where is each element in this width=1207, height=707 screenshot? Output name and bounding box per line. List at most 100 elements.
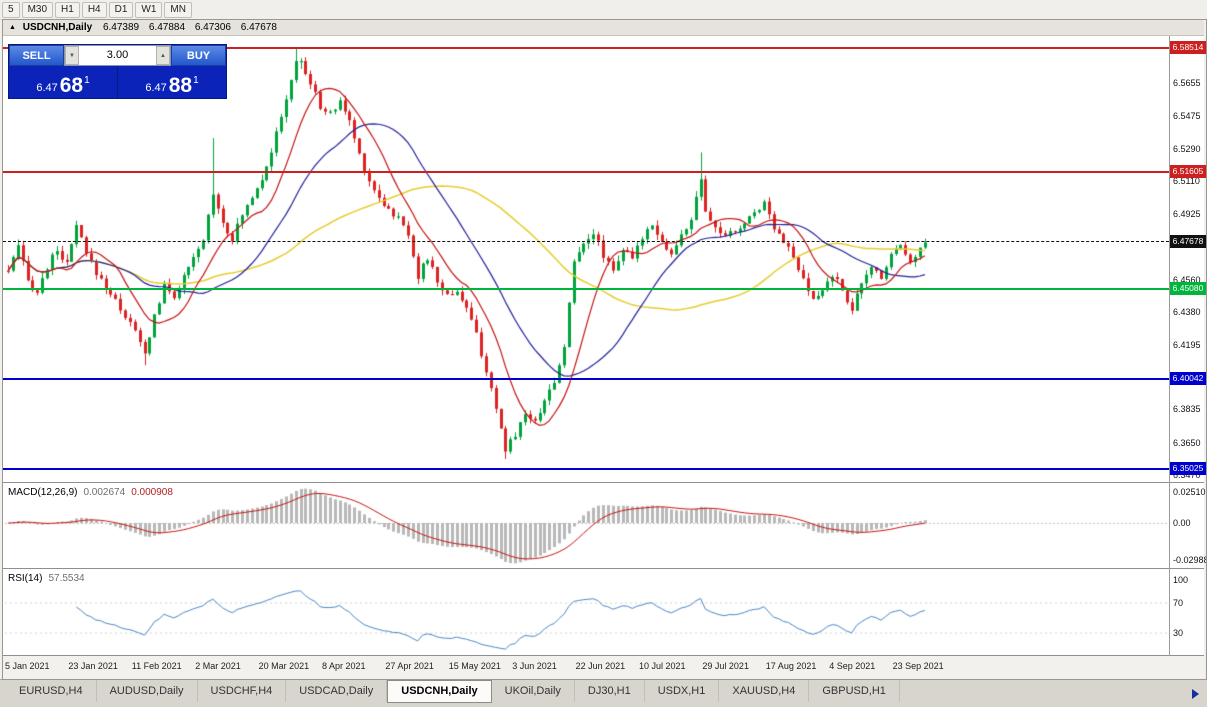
macd-value-2: 0.000908 xyxy=(131,487,173,498)
time-axis-strip xyxy=(3,656,1204,678)
buy-price-quote[interactable]: 6.47 88 1 xyxy=(118,66,226,98)
time-axis-label: 20 Mar 2021 xyxy=(258,661,310,671)
price-level-line-resistance[interactable] xyxy=(3,47,1169,50)
rsi-value: 57.5534 xyxy=(48,573,85,584)
chart-tab-usdcnh[interactable]: USDCNH,Daily xyxy=(387,680,492,703)
time-axis-label: 17 Aug 2021 xyxy=(765,661,817,671)
time-axis-label: 22 Jun 2021 xyxy=(575,661,626,671)
buy-price-small: 6.47 xyxy=(145,82,167,94)
chart-tab-eurusd[interactable]: EURUSD,H4 xyxy=(6,680,97,702)
rsi-indicator-canvas[interactable] xyxy=(5,569,1169,654)
time-axis-label: 23 Jan 2021 xyxy=(68,661,118,671)
trade-panel-quotes: 6.47 68 1 6.47 88 1 xyxy=(9,66,226,98)
volume-value[interactable]: 3.00 xyxy=(106,49,129,61)
chart-tab-ukoil[interactable]: UKOil,Daily xyxy=(492,680,575,702)
rsi-indicator-label: RSI(14) 57.5534 xyxy=(8,573,85,584)
price-level-line-support[interactable] xyxy=(3,468,1169,470)
price-axis-tick: 6.4380 xyxy=(1173,306,1201,317)
macd-indicator-label: MACD(12,26,9) 0.002674 0.000908 xyxy=(8,487,173,498)
caption-symbol: USDCNH,Daily xyxy=(22,22,93,33)
macd-value-1: 0.002674 xyxy=(83,487,126,498)
macd-axis-label: 0.02510 xyxy=(1173,486,1206,497)
chart-tab-audusd[interactable]: AUDUSD,Daily xyxy=(97,680,198,702)
buy-button[interactable]: BUY xyxy=(171,45,226,66)
price-level-line-support[interactable] xyxy=(3,378,1169,381)
one-click-trading-panel: SELL ▼ 3.00 ▲ BUY 6.47 68 1 6.47 88 1 xyxy=(8,44,227,99)
time-axis-label: 5 Jan 2021 xyxy=(5,661,50,671)
sell-price-small: 6.47 xyxy=(36,82,58,94)
price-axis-tick: 6.5655 xyxy=(1173,78,1201,89)
price-level-line-support[interactable] xyxy=(3,287,1169,290)
caption-close: 6.47678 xyxy=(240,22,277,33)
chart-tab-bar: EURUSD,H4 AUDUSD,Daily USDCHF,H4 USDCAD,Dai… xyxy=(0,679,1207,707)
caption-low: 6.47306 xyxy=(194,22,231,33)
sell-button[interactable]: SELL xyxy=(9,45,64,66)
price-axis-tick: 6.4925 xyxy=(1173,209,1201,220)
timeframe-button-mn[interactable]: MN xyxy=(164,1,192,18)
macd-axis-label: -0.02988 xyxy=(1173,554,1207,565)
price-level-tag: 6.51605 xyxy=(1170,165,1206,179)
price-chart-canvas[interactable] xyxy=(5,36,1169,482)
time-axis-label: 27 Apr 2021 xyxy=(385,661,434,671)
time-axis-label: 15 May 2021 xyxy=(448,661,501,671)
price-axis-separator xyxy=(1169,36,1170,656)
price-axis-tick: 6.5475 xyxy=(1173,110,1201,121)
timeframe-button-m30[interactable]: M30 xyxy=(21,1,54,18)
pane-divider[interactable] xyxy=(3,482,1204,483)
rsi-axis-label: 30 xyxy=(1173,627,1184,638)
rsi-axis-label: 70 xyxy=(1173,597,1184,608)
chart-tab-usdcad[interactable]: USDCAD,Daily xyxy=(286,680,388,702)
price-axis-tick: 6.5110 xyxy=(1173,176,1200,187)
caption-high: 6.47884 xyxy=(148,22,186,33)
collapse-icon[interactable]: ▲ xyxy=(9,24,16,31)
pane-divider xyxy=(3,655,1204,656)
time-axis-label: 11 Feb 2021 xyxy=(131,661,182,671)
price-level-line-current-price[interactable] xyxy=(3,241,1169,243)
price-level-tag: 6.47678 xyxy=(1170,235,1206,249)
time-axis-label: 8 Apr 2021 xyxy=(322,661,366,671)
rsi-axis-label: 100 xyxy=(1173,575,1189,585)
chart-tab-usdchf[interactable]: USDCHF,H4 xyxy=(198,680,287,702)
volume-input[interactable]: ▼ 3.00 ▲ xyxy=(64,45,171,66)
caption-open: 6.47389 xyxy=(102,22,140,33)
timeframe-button-w1[interactable]: W1 xyxy=(135,1,163,18)
timeframe-button-5[interactable]: 5 xyxy=(2,1,20,18)
timeframe-button-h4[interactable]: H4 xyxy=(81,1,107,18)
time-axis-label: 29 Jul 2021 xyxy=(702,661,749,671)
price-level-line-resistance[interactable] xyxy=(3,171,1169,174)
time-axis-label: 4 Sep 2021 xyxy=(829,661,876,671)
price-level-tag: 6.58514 xyxy=(1170,41,1206,55)
buy-price-big: 88 xyxy=(168,74,193,97)
chart-tab-usdx[interactable]: USDX,H1 xyxy=(645,680,720,702)
macd-indicator-canvas[interactable] xyxy=(5,483,1169,567)
chart-tab-xauusd[interactable]: XAUUSD,H4 xyxy=(719,680,810,702)
timeframe-button-h1[interactable]: H1 xyxy=(55,1,80,18)
buy-price-sup: 1 xyxy=(193,75,199,86)
sell-price-sup: 1 xyxy=(84,75,90,86)
price-axis-tick: 6.4560 xyxy=(1173,274,1201,285)
price-axis-tick: 6.3835 xyxy=(1173,404,1201,415)
time-axis-label: 10 Jul 2021 xyxy=(639,661,686,671)
chart-tab-gbpusd[interactable]: GBPUSD,H1 xyxy=(809,680,900,702)
trade-panel-controls: SELL ▼ 3.00 ▲ BUY xyxy=(9,45,226,66)
price-axis-tick: 6.5290 xyxy=(1173,143,1201,154)
sell-price-quote[interactable]: 6.47 68 1 xyxy=(9,66,118,98)
time-axis-label: 3 Jun 2021 xyxy=(512,661,557,671)
pane-divider[interactable] xyxy=(3,568,1204,569)
price-level-tag: 6.45080 xyxy=(1170,281,1206,295)
macd-title: MACD(12,26,9) xyxy=(8,487,78,498)
volume-increase-icon[interactable]: ▲ xyxy=(156,46,170,65)
chart-caption-bar: ▲ USDCNH,Daily 6.47389 6.47884 6.47306 6… xyxy=(3,20,1204,36)
timeframe-toolbar: 5 M30 H1 H4 D1 W1 MN xyxy=(0,0,1207,20)
macd-axis-label: 0.00 xyxy=(1173,518,1191,528)
price-axis-tick: 6.3650 xyxy=(1173,437,1201,448)
timeframe-button-d1[interactable]: D1 xyxy=(108,1,134,18)
sell-price-big: 68 xyxy=(59,74,84,97)
chart-tab-dj30[interactable]: DJ30,H1 xyxy=(575,680,645,702)
rsi-title: RSI(14) xyxy=(8,573,43,584)
volume-decrease-icon[interactable]: ▼ xyxy=(65,46,79,65)
tab-scroll-right-icon[interactable] xyxy=(1192,689,1199,699)
price-level-tag: 6.40042 xyxy=(1170,372,1206,386)
price-level-tag: 6.35025 xyxy=(1170,462,1206,475)
